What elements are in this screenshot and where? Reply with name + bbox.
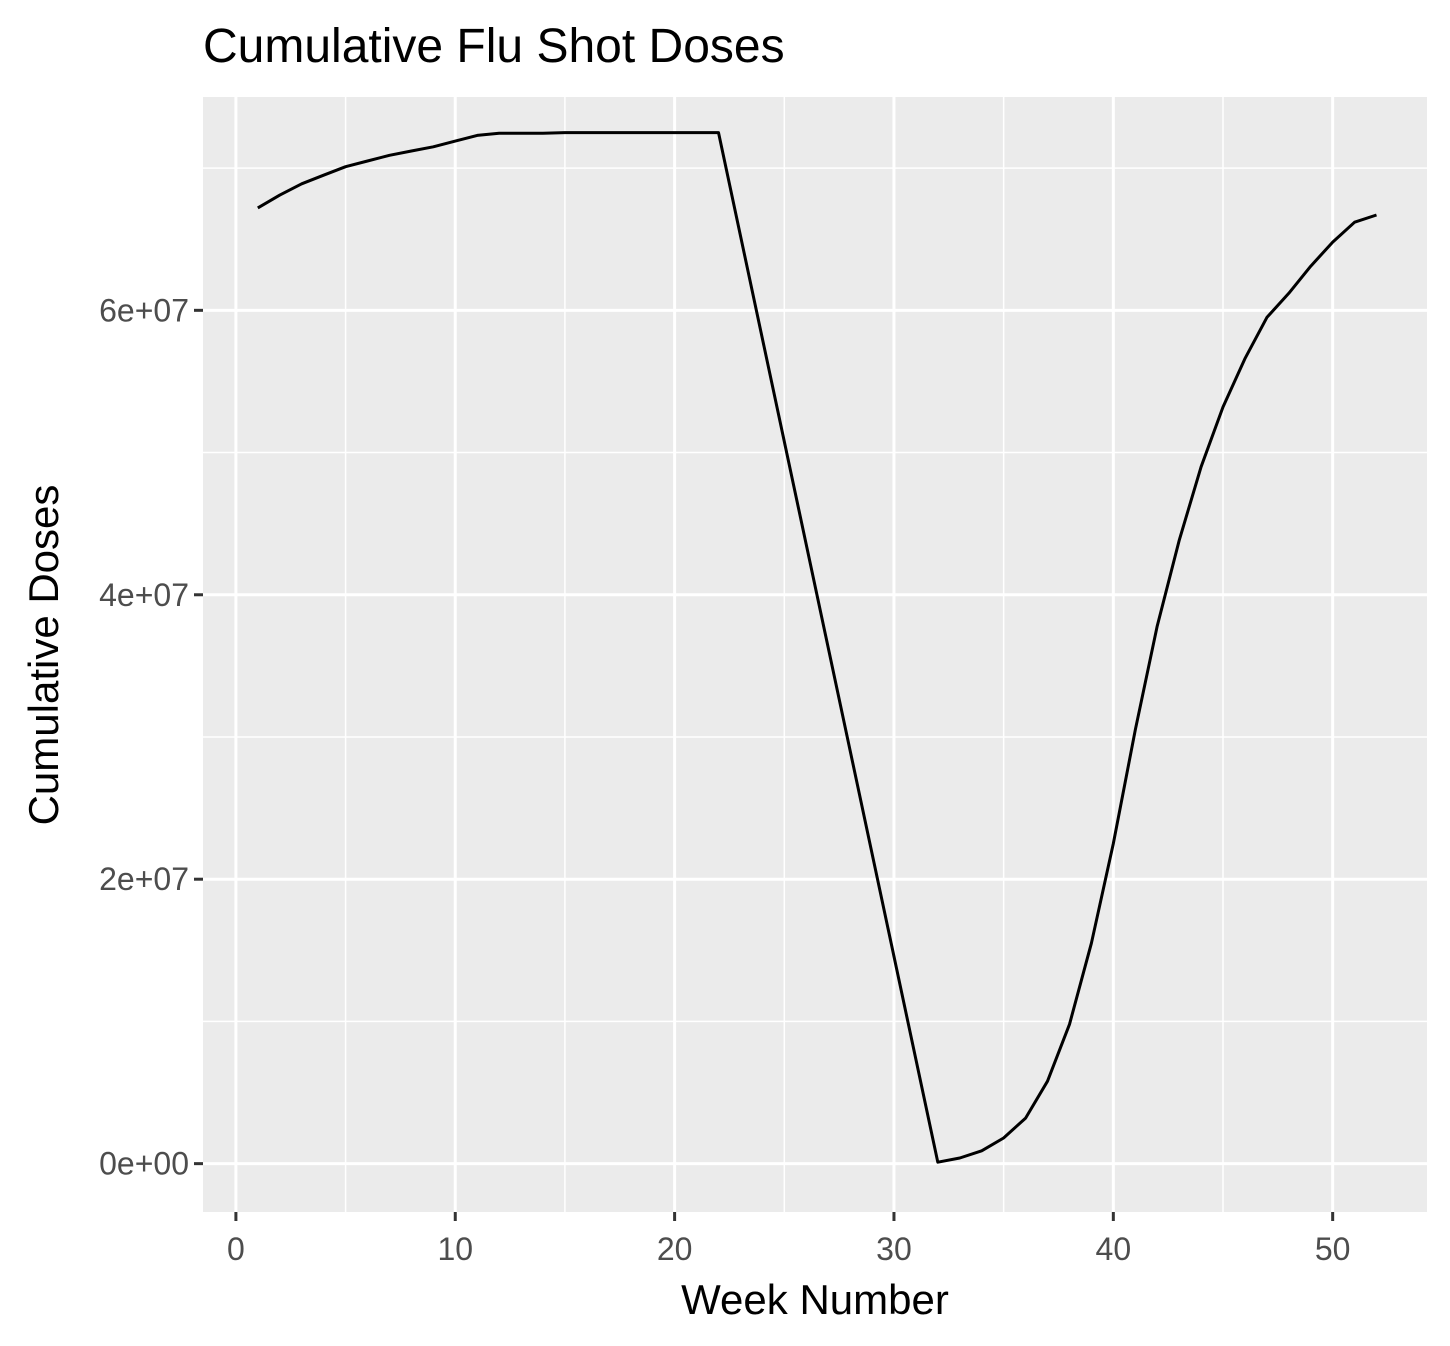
y-tick-label: 2e+07 [99,861,189,897]
y-axis: 0e+00 2e+07 4e+07 6e+07 [99,292,203,1182]
x-tick-label: 50 [1315,1231,1351,1267]
y-tick-label: 0e+00 [99,1146,189,1182]
y-tick-label: 6e+07 [99,292,189,328]
minor-gridlines [203,97,1427,1212]
x-tick-label: 40 [1096,1231,1132,1267]
series-line [257,131,1377,1164]
x-tick-label: 0 [227,1231,245,1267]
major-gridlines [203,97,1427,1212]
x-axis-title: Week Number [681,1276,949,1323]
plot-panel [203,97,1427,1212]
chart-title: Cumulative Flu Shot Doses [203,20,785,73]
y-axis-title: Cumulative Doses [20,485,67,826]
x-tick-label: 10 [437,1231,473,1267]
x-tick-label: 30 [876,1231,912,1267]
y-tick-label: 4e+07 [99,577,189,613]
x-axis: 0 10 20 30 40 50 [227,1212,1350,1267]
x-tick-label: 20 [657,1231,693,1267]
